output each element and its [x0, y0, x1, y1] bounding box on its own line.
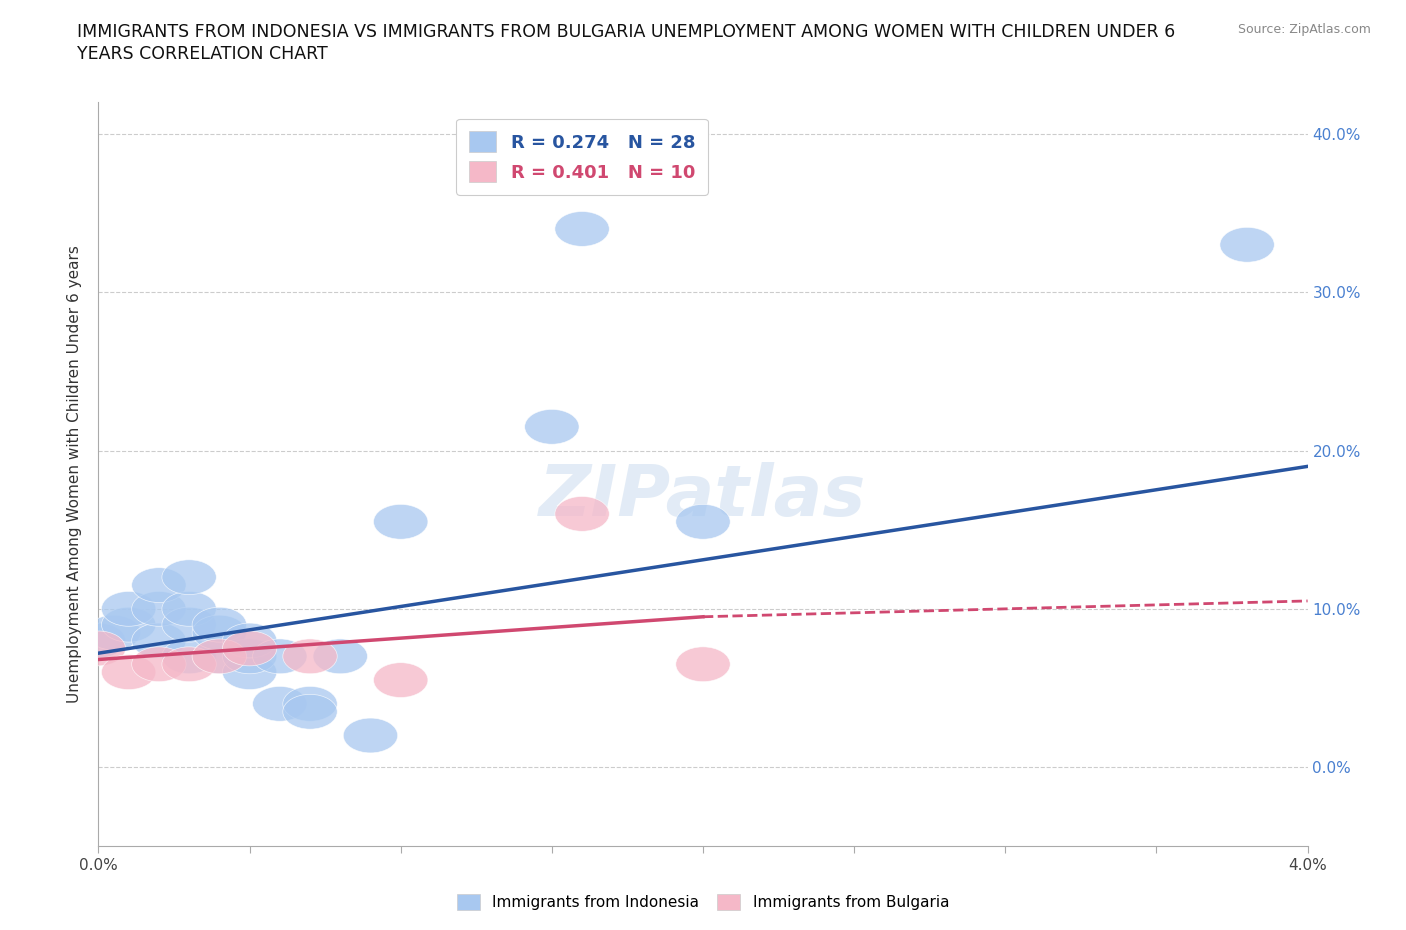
Ellipse shape [162, 639, 217, 673]
Ellipse shape [524, 409, 579, 445]
Ellipse shape [555, 211, 609, 246]
Ellipse shape [314, 639, 367, 673]
Ellipse shape [343, 718, 398, 753]
Ellipse shape [193, 607, 246, 642]
Ellipse shape [374, 504, 427, 539]
Ellipse shape [86, 615, 141, 650]
Ellipse shape [676, 504, 730, 539]
Text: YEARS CORRELATION CHART: YEARS CORRELATION CHART [77, 45, 328, 62]
Ellipse shape [101, 591, 156, 626]
Ellipse shape [253, 639, 307, 673]
Ellipse shape [132, 623, 186, 658]
Ellipse shape [132, 591, 186, 626]
Ellipse shape [676, 647, 730, 682]
Ellipse shape [101, 655, 156, 689]
Ellipse shape [222, 631, 277, 666]
Ellipse shape [193, 615, 246, 650]
Ellipse shape [162, 647, 217, 682]
Ellipse shape [162, 560, 217, 594]
Ellipse shape [283, 686, 337, 722]
Ellipse shape [222, 639, 277, 673]
Text: IMMIGRANTS FROM INDONESIA VS IMMIGRANTS FROM BULGARIA UNEMPLOYMENT AMONG WOMEN W: IMMIGRANTS FROM INDONESIA VS IMMIGRANTS … [77, 23, 1175, 41]
Ellipse shape [132, 567, 186, 603]
Ellipse shape [162, 591, 217, 626]
Ellipse shape [222, 655, 277, 689]
Ellipse shape [283, 639, 337, 673]
Ellipse shape [555, 497, 609, 531]
Ellipse shape [72, 623, 125, 658]
Ellipse shape [222, 623, 277, 658]
Y-axis label: Unemployment Among Women with Children Under 6 years: Unemployment Among Women with Children U… [67, 246, 83, 703]
Ellipse shape [162, 607, 217, 642]
Ellipse shape [101, 607, 156, 642]
Ellipse shape [72, 631, 125, 666]
Ellipse shape [253, 686, 307, 722]
Text: Source: ZipAtlas.com: Source: ZipAtlas.com [1237, 23, 1371, 36]
Text: ZIPatlas: ZIPatlas [540, 462, 866, 531]
Ellipse shape [193, 639, 246, 673]
Legend: R = 0.274   N = 28, R = 0.401   N = 10: R = 0.274 N = 28, R = 0.401 N = 10 [457, 119, 707, 194]
Ellipse shape [193, 639, 246, 673]
Ellipse shape [132, 647, 186, 682]
Ellipse shape [374, 663, 427, 698]
Ellipse shape [283, 695, 337, 729]
Ellipse shape [1220, 227, 1274, 262]
Legend: Immigrants from Indonesia, Immigrants from Bulgaria: Immigrants from Indonesia, Immigrants fr… [450, 886, 956, 918]
